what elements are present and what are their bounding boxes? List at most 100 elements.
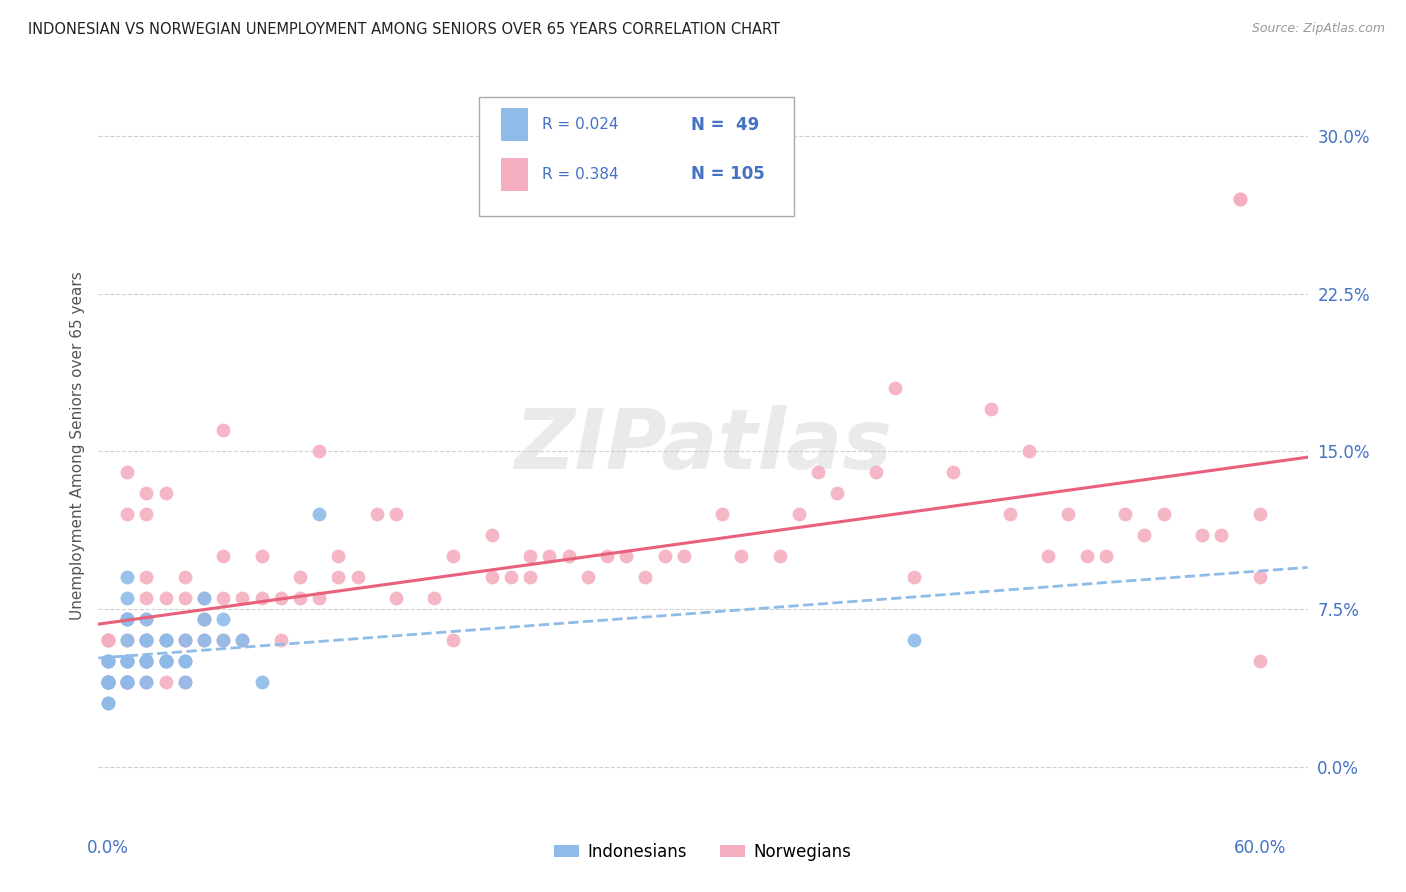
Point	[155, 633, 177, 648]
Point	[97, 675, 120, 690]
Point	[250, 591, 273, 606]
Point	[97, 675, 120, 690]
Point	[328, 549, 350, 564]
Text: INDONESIAN VS NORWEGIAN UNEMPLOYMENT AMONG SENIORS OVER 65 YEARS CORRELATION CHA: INDONESIAN VS NORWEGIAN UNEMPLOYMENT AMO…	[28, 22, 780, 37]
Point	[155, 655, 177, 669]
Point	[423, 591, 446, 606]
Point	[97, 697, 120, 711]
Point	[155, 633, 177, 648]
Point	[787, 508, 810, 522]
Point	[115, 655, 138, 669]
Point	[155, 591, 177, 606]
Point	[903, 633, 925, 648]
Point	[212, 423, 235, 437]
Point	[135, 633, 157, 648]
Text: ZIPatlas: ZIPatlas	[515, 406, 891, 486]
Point	[193, 591, 215, 606]
Point	[173, 655, 195, 669]
Point	[288, 591, 311, 606]
Legend: Indonesians, Norwegians: Indonesians, Norwegians	[548, 836, 858, 867]
Point	[193, 633, 215, 648]
Point	[366, 508, 388, 522]
Point	[115, 675, 138, 690]
Point	[941, 465, 963, 479]
Point	[1114, 508, 1136, 522]
Point	[115, 591, 138, 606]
Y-axis label: Unemployment Among Seniors over 65 years: Unemployment Among Seniors over 65 years	[69, 272, 84, 620]
Point	[173, 591, 195, 606]
Point	[385, 508, 408, 522]
Point	[115, 570, 138, 584]
Point	[97, 655, 120, 669]
Point	[557, 549, 579, 564]
Point	[807, 465, 830, 479]
Point	[97, 633, 120, 648]
Point	[115, 675, 138, 690]
Point	[270, 633, 292, 648]
Point	[231, 591, 253, 606]
Point	[1095, 549, 1118, 564]
Point	[231, 633, 253, 648]
Point	[135, 591, 157, 606]
Point	[115, 675, 138, 690]
Point	[1229, 192, 1251, 206]
Point	[346, 570, 368, 584]
Point	[97, 655, 120, 669]
Point	[97, 675, 120, 690]
Text: Source: ZipAtlas.com: Source: ZipAtlas.com	[1251, 22, 1385, 36]
Point	[115, 675, 138, 690]
Point	[97, 633, 120, 648]
Point	[115, 655, 138, 669]
Point	[155, 633, 177, 648]
Point	[1211, 528, 1233, 542]
Point	[97, 675, 120, 690]
Point	[769, 549, 792, 564]
Point	[193, 612, 215, 626]
Text: R = 0.384: R = 0.384	[543, 167, 619, 182]
Point	[115, 612, 138, 626]
Point	[135, 655, 157, 669]
Point	[730, 549, 752, 564]
Point	[308, 508, 330, 522]
Point	[1249, 508, 1271, 522]
Point	[135, 655, 157, 669]
Point	[115, 675, 138, 690]
Point	[1018, 444, 1040, 458]
Point	[614, 549, 637, 564]
Point	[135, 633, 157, 648]
Text: N = 105: N = 105	[690, 165, 765, 184]
Point	[135, 655, 157, 669]
Point	[97, 655, 120, 669]
Point	[827, 486, 849, 500]
Point	[865, 465, 887, 479]
Point	[115, 655, 138, 669]
Text: R = 0.024: R = 0.024	[543, 117, 619, 132]
Point	[115, 675, 138, 690]
Point	[135, 486, 157, 500]
Point	[135, 612, 157, 626]
Point	[212, 612, 235, 626]
Point	[288, 570, 311, 584]
Point	[1153, 508, 1175, 522]
Point	[115, 633, 138, 648]
Point	[115, 655, 138, 669]
Point	[538, 549, 561, 564]
Point	[97, 655, 120, 669]
Text: N =  49: N = 49	[690, 116, 759, 134]
Point	[173, 570, 195, 584]
Point	[115, 612, 138, 626]
Point	[115, 612, 138, 626]
Point	[115, 675, 138, 690]
Point	[231, 633, 253, 648]
Point	[634, 570, 657, 584]
Point	[1038, 549, 1060, 564]
Point	[193, 633, 215, 648]
Point	[193, 591, 215, 606]
Point	[97, 633, 120, 648]
Point	[135, 675, 157, 690]
Point	[576, 570, 599, 584]
Point	[193, 612, 215, 626]
Point	[173, 675, 195, 690]
Point	[672, 549, 695, 564]
Point	[1229, 192, 1251, 206]
